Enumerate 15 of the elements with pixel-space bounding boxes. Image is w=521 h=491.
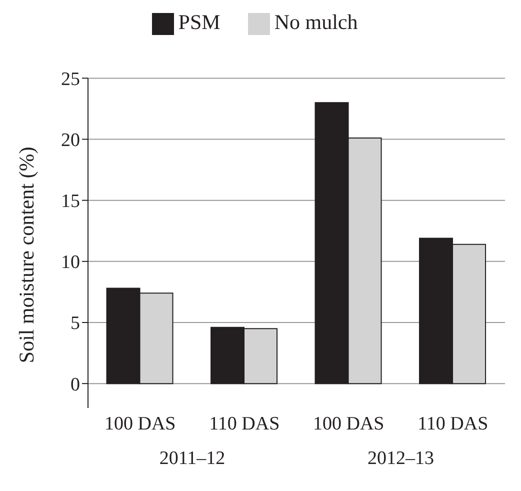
y-tick-label: 25 [61, 68, 80, 90]
x-tick-label: 100 DAS [312, 413, 384, 434]
legend-label: No mulch [274, 10, 358, 34]
y-tick-label: 5 [70, 313, 80, 334]
text: 2012–13 [366, 448, 435, 470]
y-tick-label: 20 [61, 130, 80, 152]
text: 2011–12 [158, 448, 226, 470]
y-tick-label: 0 [70, 374, 80, 396]
x-tick-label: 110 DAS [418, 413, 488, 434]
x-tick-label: 100 DAS [104, 413, 176, 434]
y-tick-label: 15 [61, 191, 80, 212]
legend-label: PSM [178, 10, 220, 34]
y-axis-title: Soil moisture content (%) [14, 146, 38, 364]
x-tick-label: 110 DAS [209, 413, 280, 434]
y-tick-label: 10 [61, 252, 80, 274]
